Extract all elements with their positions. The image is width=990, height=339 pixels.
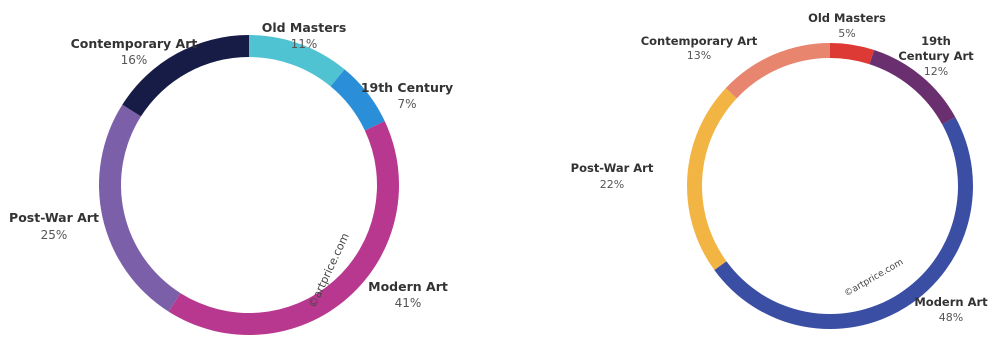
right-label-contemporary-art: Contemporary Art — [641, 34, 758, 48]
donut-chart-right: Old Masters 5% 19th Century Art 12% Modern Ar… — [495, 0, 990, 339]
right-label-old-masters: Old Masters — [808, 11, 886, 25]
right-watermark: ©artprice.com — [843, 257, 905, 299]
left-value-post-war-art: 25% — [41, 228, 68, 242]
donut-chart-left-svg: Old Masters 11% 19th Century 7% Modern Art 41… — [9, 20, 453, 336]
right-slice-old-masters — [830, 43, 875, 65]
right-label-19th-century-art-line1: 19th — [921, 34, 951, 48]
right-value-modern-art: 48% — [939, 311, 963, 324]
right-slice-post-war-art — [687, 88, 737, 271]
left-label-modern-art: Modern Art — [368, 279, 448, 294]
left-label-old-masters: Old Masters — [262, 20, 347, 35]
right-value-19th-century-art: 12% — [924, 65, 948, 78]
left-label-19th-century: 19th Century — [361, 80, 453, 95]
left-label-contemporary-art: Contemporary Art — [71, 36, 198, 51]
right-label-19th-century-art-line2: Century Art — [898, 49, 974, 63]
left-value-contemporary-art: 16% — [121, 53, 148, 67]
left-slice-modern-art — [168, 121, 400, 336]
right-label-post-war-art: Post-War Art — [571, 161, 654, 175]
right-label-modern-art: Modern Art — [914, 295, 988, 309]
left-slice-contemporary-art — [122, 35, 249, 117]
left-slice-old-masters — [249, 35, 345, 87]
right-value-old-masters: 5% — [838, 27, 855, 40]
left-slice-19th-century — [330, 69, 385, 131]
right-slice-19th-century-art — [869, 49, 956, 125]
left-value-19th-century: 7% — [397, 97, 416, 111]
right-slice-contemporary-art — [725, 43, 830, 99]
donut-chart-left: Old Masters 11% 19th Century 7% Modern Art 41… — [9, 20, 453, 336]
left-value-old-masters: 11% — [291, 37, 318, 51]
right-value-post-war-art: 22% — [600, 178, 624, 191]
right-value-contemporary-art: 13% — [687, 49, 711, 62]
left-label-post-war-art: Post-War Art — [9, 210, 99, 225]
left-slice-post-war-art — [98, 104, 181, 312]
left-value-modern-art: 41% — [395, 296, 422, 310]
